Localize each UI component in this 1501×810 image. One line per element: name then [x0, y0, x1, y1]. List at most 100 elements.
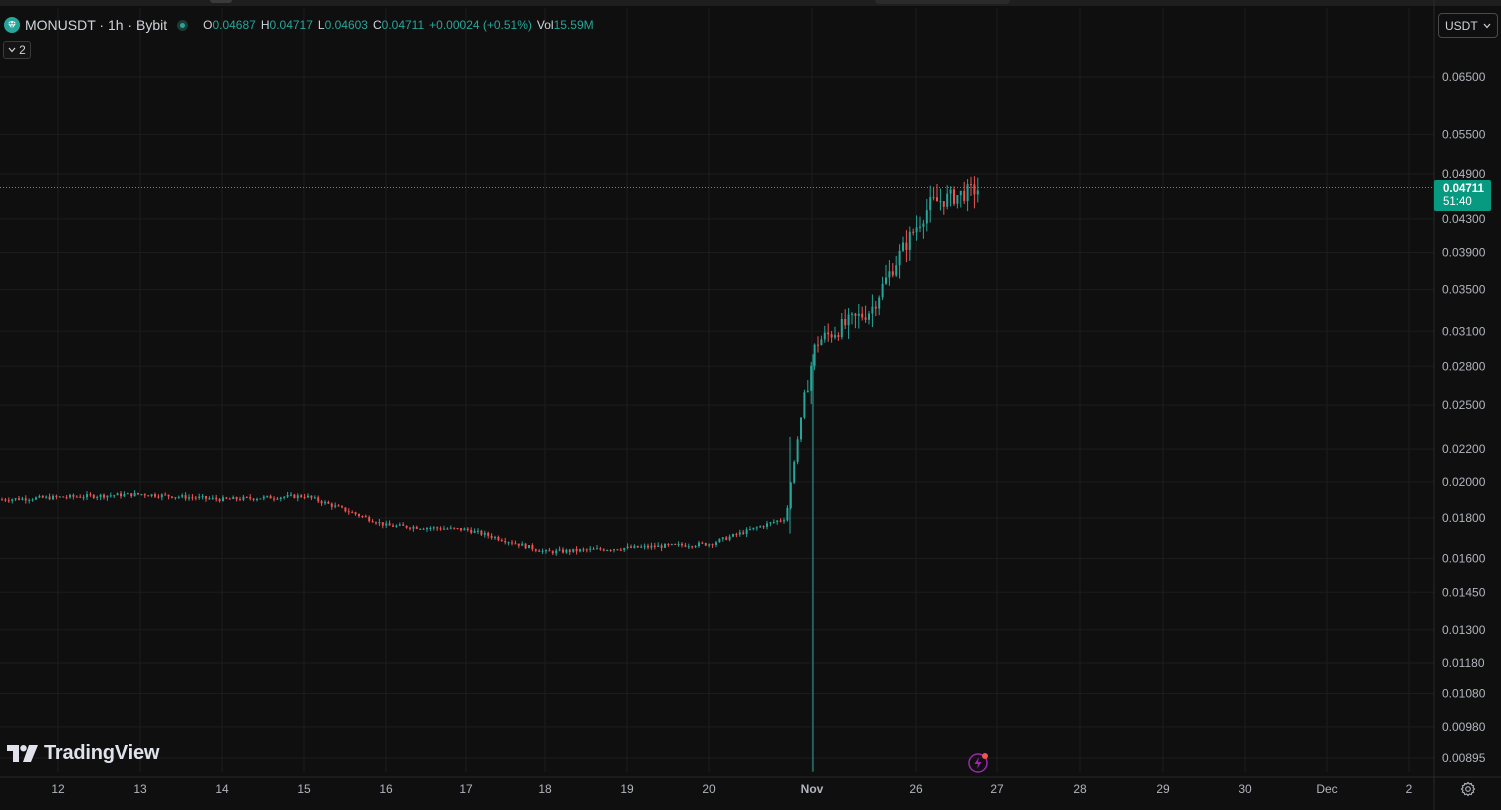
- candle: [337, 504, 340, 507]
- candle: [75, 495, 78, 498]
- candle: [667, 543, 670, 547]
- price-tick-label: 0.03900: [1442, 245, 1486, 259]
- time-tick-label: 29: [1156, 782, 1170, 796]
- candle: [589, 546, 592, 553]
- candle: [79, 494, 82, 498]
- candle: [147, 494, 150, 497]
- candle: [446, 527, 449, 530]
- price-tick-label: 0.02500: [1442, 398, 1486, 412]
- candle: [31, 498, 34, 502]
- toolbar-tab-handle[interactable]: [210, 0, 232, 3]
- currency-selector[interactable]: USDT: [1438, 13, 1498, 38]
- candle: [766, 520, 768, 530]
- candle: [823, 325, 826, 343]
- tradingview-logo-icon: [7, 745, 38, 762]
- candle: [830, 330, 833, 343]
- candle: [817, 336, 819, 353]
- candle: [541, 548, 544, 555]
- candle: [412, 525, 415, 532]
- candle: [810, 361, 813, 405]
- tradingview-logo[interactable]: TradingView: [7, 742, 159, 765]
- candle: [354, 511, 357, 516]
- candle: [208, 496, 211, 500]
- price-tick-label: 0.02000: [1442, 475, 1486, 489]
- candle: [660, 543, 663, 552]
- candle: [558, 546, 561, 552]
- candle: [35, 496, 37, 501]
- candle: [575, 546, 578, 555]
- close-label: C: [372, 18, 382, 32]
- candle: [759, 525, 762, 528]
- candle: [783, 517, 785, 524]
- collapse-indicators-button[interactable]: 2: [3, 41, 31, 59]
- candle: [11, 498, 14, 504]
- market-status-icon[interactable]: [177, 19, 189, 31]
- candle: [262, 495, 265, 501]
- currency-value: USDT: [1445, 18, 1478, 33]
- candle: [477, 528, 479, 535]
- candle: [361, 515, 364, 519]
- candle: [228, 497, 231, 500]
- candle: [177, 495, 180, 499]
- toolbar-tab-handle[interactable]: [875, 0, 1010, 4]
- candle: [861, 306, 864, 321]
- candle: [38, 494, 41, 499]
- candle: [41, 494, 44, 499]
- candle: [456, 527, 459, 530]
- candle: [252, 498, 255, 502]
- candle: [86, 491, 88, 501]
- gear-icon[interactable]: [1459, 780, 1477, 798]
- candle: [908, 226, 911, 261]
- candle: [837, 332, 840, 341]
- candle: [341, 505, 343, 509]
- candle: [616, 549, 619, 551]
- candle: [874, 301, 877, 317]
- candle: [375, 521, 377, 525]
- candle: [303, 493, 306, 500]
- time-tick-label: 2: [1406, 782, 1413, 796]
- candle: [548, 547, 551, 552]
- candle: [283, 496, 286, 500]
- candle: [517, 543, 520, 549]
- candle: [674, 543, 677, 545]
- candle: [215, 494, 218, 502]
- candle: [409, 526, 411, 531]
- candle: [834, 326, 836, 340]
- candle: [585, 548, 588, 553]
- candle: [806, 380, 809, 393]
- candle: [113, 494, 116, 499]
- candle: [949, 186, 952, 207]
- open-value: 0.04687: [212, 18, 256, 32]
- candle: [800, 417, 802, 443]
- candle: [528, 545, 530, 549]
- price-tick-label: 0.01800: [1442, 511, 1486, 525]
- candle: [623, 547, 626, 552]
- candle: [555, 548, 558, 556]
- candle: [402, 522, 405, 526]
- candle: [596, 545, 598, 550]
- candle: [592, 546, 595, 550]
- candle: [891, 263, 894, 278]
- price-tick-label: 0.05500: [1442, 127, 1486, 141]
- candle: [368, 515, 371, 523]
- price-tick-label: 0.01300: [1442, 623, 1486, 637]
- lightning-icon[interactable]: [967, 751, 989, 773]
- candle: [793, 460, 796, 485]
- symbol-title[interactable]: MONUSDT · 1h · Bybit: [25, 17, 168, 33]
- candle: [698, 540, 700, 548]
- candle: [334, 502, 337, 509]
- candle: [898, 244, 901, 279]
- time-tick-label: 28: [1073, 782, 1087, 796]
- price-tick-label: 0.01080: [1442, 686, 1486, 700]
- candle: [650, 542, 653, 550]
- candle: [279, 496, 282, 502]
- candle: [432, 526, 435, 531]
- candle: [1, 497, 3, 501]
- candle: [466, 527, 469, 532]
- candle: [171, 496, 173, 499]
- candle: [198, 493, 201, 500]
- candle: [531, 543, 534, 552]
- candle: [449, 525, 452, 530]
- candle: [290, 491, 292, 497]
